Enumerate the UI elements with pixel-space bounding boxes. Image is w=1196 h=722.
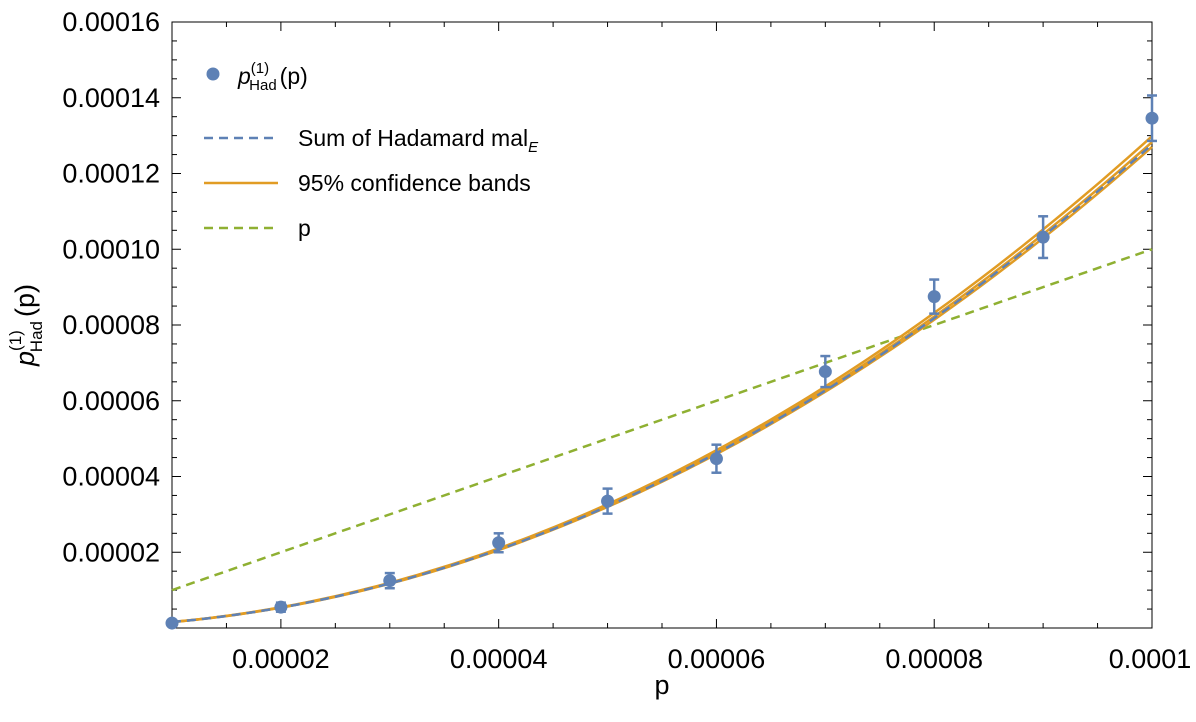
y-axis-title-base: p bbox=[10, 351, 40, 367]
x-tick-label: 0.00002 bbox=[232, 644, 330, 674]
y-tick-labels: 0.00002 0.00004 0.00006 0.00008 0.00010 0.000… bbox=[62, 7, 160, 567]
x-axis-title: p bbox=[654, 670, 669, 700]
data-point bbox=[709, 452, 723, 466]
series-data-points bbox=[165, 94, 1159, 630]
data-point bbox=[383, 574, 397, 588]
x-tick-label: 0.0001 bbox=[1109, 644, 1192, 674]
legend-hadamard-sub: E bbox=[528, 139, 539, 156]
y-tick-label: 0.00014 bbox=[62, 83, 160, 113]
data-point bbox=[1145, 111, 1159, 125]
svg-text:Sum of Hadamard malE: Sum of Hadamard malE bbox=[298, 125, 539, 156]
legend-points-arg: (p) bbox=[280, 63, 308, 89]
x-tick-label: 0.00006 bbox=[668, 644, 766, 674]
y-tick-label: 0.00004 bbox=[62, 462, 160, 492]
data-point bbox=[274, 600, 288, 614]
axis-ticks bbox=[171, 21, 1153, 629]
y-tick-label: 0.00010 bbox=[62, 234, 160, 264]
data-point bbox=[165, 616, 179, 630]
data-point bbox=[818, 365, 832, 379]
legend-points-base: p bbox=[237, 63, 251, 89]
hadamard-fit-curve bbox=[171, 143, 1153, 624]
legend-points-sub: Had bbox=[249, 77, 277, 94]
legend-hadamard-label: Sum of Hadamard mal bbox=[298, 125, 528, 151]
data-point bbox=[927, 290, 941, 304]
legend-confidence-label: 95% confidence bands bbox=[298, 170, 531, 196]
p-reference-line bbox=[171, 248, 1153, 592]
y-tick-label: 0.00008 bbox=[62, 310, 160, 340]
y-tick-label: 0.00016 bbox=[62, 7, 160, 37]
legend-points-sup: (1) bbox=[251, 60, 269, 77]
legend: p(1) Had (p) Sum of Hadamard malE 95% conf… bbox=[204, 60, 539, 241]
data-point bbox=[601, 494, 615, 508]
y-axis-title-sup: (1) bbox=[6, 330, 25, 351]
y-tick-label: 0.00012 bbox=[62, 159, 160, 189]
legend-entry-p: p bbox=[204, 215, 311, 241]
y-axis-title: p(1) Had (p) bbox=[6, 284, 46, 367]
data-point bbox=[1036, 230, 1050, 244]
y-tick-label: 0.00002 bbox=[62, 537, 160, 567]
y-tick-label: 0.00006 bbox=[62, 386, 160, 416]
x-tick-labels: 0.00002 0.00004 0.00006 0.00008 0.0001 bbox=[232, 644, 1191, 674]
y-axis-title-sub: Had bbox=[27, 321, 46, 352]
x-tick-label: 0.00008 bbox=[885, 644, 983, 674]
data-point bbox=[492, 536, 506, 550]
series-p-line bbox=[171, 248, 1153, 592]
svg-text:p(1)Had(p): p(1)Had(p) bbox=[237, 60, 308, 94]
legend-p-label: p bbox=[298, 215, 311, 241]
legend-entry-hadamard: Sum of Hadamard malE bbox=[204, 125, 539, 156]
x-tick-label: 0.00004 bbox=[450, 644, 548, 674]
series-hadamard-fit bbox=[171, 143, 1153, 624]
legend-entry-confidence: 95% confidence bands bbox=[204, 170, 531, 196]
legend-entry-points: p(1) Had (p) bbox=[206, 60, 308, 94]
svg-text:p(1)Had(p): p(1)Had (p) bbox=[6, 284, 46, 367]
y-axis-title-arg: (p) bbox=[10, 284, 40, 317]
legend-marker-points bbox=[206, 67, 220, 81]
